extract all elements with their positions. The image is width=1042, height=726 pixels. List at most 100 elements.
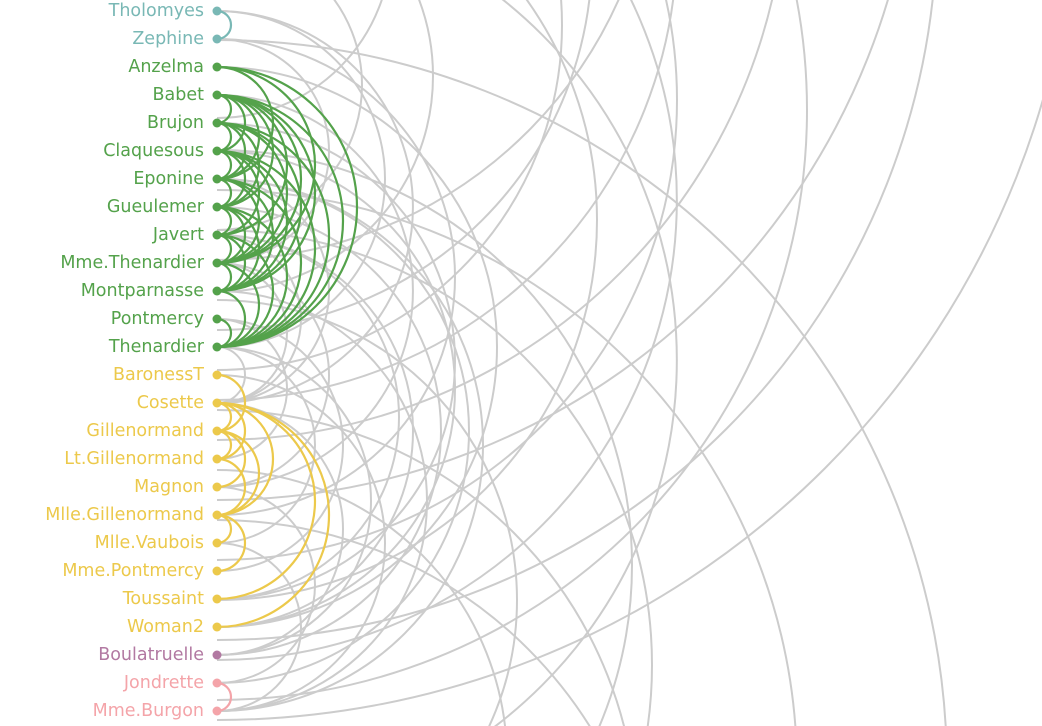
node-pontmercy[interactable]: Pontmercy [111,309,222,329]
node-gueulemer[interactable]: Gueulemer [107,197,222,217]
off-page-link-arc [216,0,934,641]
node-label: Zephine [132,29,204,49]
link-arc-mlle-vaubois-mme-burgon [216,542,302,712]
link-arc-anzelma-mme-thenardier [216,65,317,265]
node-claquesous[interactable]: Claquesous [103,141,222,161]
link-arc-eponine-jondrette [216,178,470,684]
node-label: Mlle.Vaubois [95,533,204,553]
node-label: Javert [152,225,204,245]
link-arc-tholomyes-zephine [216,9,233,41]
link-arc-claquesous-thenardier [216,149,317,349]
node-label: Jondrette [123,673,204,693]
node-dot [212,342,222,352]
node-dot [212,230,222,240]
node-label: Anzelma [128,57,204,77]
link-arc-magnon-jondrette [216,486,316,684]
link-arc-babet-thenardier [216,93,345,349]
node-label: Mme.Thenardier [60,253,204,273]
link-arc-mme-thenardier-cosette [216,262,288,404]
node-dot [212,510,222,520]
node-toussaint[interactable]: Toussaint [122,589,222,609]
node-boulatruelle[interactable]: Boulatruelle [98,645,222,665]
off-page-link-arc [216,519,591,726]
node-mme-pontmercy[interactable]: Mme.Pontmercy [62,561,222,581]
node-dot [212,258,222,268]
link-arc-claquesous-montparnasse [216,149,289,293]
link-arc-cosette-boulatruelle [216,402,344,656]
node-thenardier[interactable]: Thenardier [108,337,222,357]
node-javert[interactable]: Javert [152,225,222,245]
node-lt-gillenormand[interactable]: Lt.Gillenormand [64,449,222,469]
node-label: Brujon [147,113,204,133]
node-montparnasse[interactable]: Montparnasse [81,281,222,301]
link-arc-claquesous-eponine [216,149,233,181]
node-label: Montparnasse [81,281,204,301]
node-brujon[interactable]: Brujon [147,113,222,133]
node-dot [212,678,222,688]
link-arc-baronesst-mme-burgon [216,374,386,712]
off-page-link-arc [216,0,678,561]
off-page-link-arc [216,0,563,371]
off-page-link-arc [216,98,1042,721]
node-jondrette[interactable]: Jondrette [123,673,222,693]
node-label: Gillenormand [86,421,204,441]
node-dot [212,174,222,184]
node-label: Eponine [133,169,204,189]
node-gillenormand[interactable]: Gillenormand [86,421,222,441]
link-arc-gillenormand-magnon [216,429,247,489]
node-dot [212,594,222,604]
link-arc-tholomyes-cosette [216,10,414,404]
node-anzelma[interactable]: Anzelma [128,57,222,77]
node-dot [212,398,222,408]
link-arc-baronesst-gillenormand [216,373,247,433]
off-page-link-arc [216,0,434,293]
node-mme-burgon[interactable]: Mme.Burgon [93,701,222,721]
off-page-link-arc [216,0,808,701]
link-arc-montparnasse-thenardier [216,289,247,349]
node-label: Woman2 [127,617,204,637]
link-arc-jondrette-mme-burgon [216,681,233,713]
node-babet[interactable]: Babet [153,85,222,105]
link-arc-javert-mme-thenardier [216,233,233,265]
link-arc-babet-montparnasse [216,93,317,293]
node-cosette[interactable]: Cosette [137,393,222,413]
link-arc-babet-mme-thenardier [216,93,303,265]
node-tholomyes[interactable]: Tholomyes [108,1,222,21]
node-magnon[interactable]: Magnon [134,477,222,497]
off-page-link-arc [216,469,506,726]
node-label: Tholomyes [108,1,204,21]
node-baronesst[interactable]: BaronessT [113,365,222,385]
link-arc-babet-javert [216,93,289,237]
link-arc-eponine-gueulemer [216,177,233,209]
link-arc-gillenormand-mlle-gillenormand [216,429,261,517]
node-woman2[interactable]: Woman2 [127,617,222,637]
node-mme-thenardier[interactable]: Mme.Thenardier [60,253,222,273]
off-page-link-arc [216,299,518,726]
off-page-link-arc [216,0,383,119]
node-dot [212,146,222,156]
link-arc-pontmercy-lt-gillenormand [216,318,288,460]
node-mlle-vaubois[interactable]: Mlle.Vaubois [95,533,222,553]
node-mlle-gillenormand[interactable]: Mlle.Gillenormand [45,505,222,525]
link-arc-brujon-thenardier [216,121,331,349]
node-dot [212,706,222,716]
link-arc-gueulemer-boulatruelle [216,206,442,656]
off-page-link-arc [216,0,889,501]
off-page-link-arc [216,189,797,726]
link-arc-cosette-gillenormand [216,401,233,433]
link-arc-claquesous-javert [216,149,261,237]
node-dot [212,538,222,548]
link-arc-thenardier-mlle-vaubois [216,346,316,544]
link-arc-brujon-mme-thenardier [216,121,289,265]
node-label: BaronessT [113,365,204,385]
off-page-link-arc [216,0,598,601]
off-page-link-arc [216,0,678,661]
node-zephine[interactable]: Zephine [132,29,222,49]
node-eponine[interactable]: Eponine [133,169,222,189]
link-arc-claquesous-mme-thenardier [216,149,275,265]
link-arc-mme-thenardier-montparnasse [216,261,233,293]
node-dot [212,6,222,16]
off-page-link-arc [216,0,591,331]
node-dot [212,118,222,128]
